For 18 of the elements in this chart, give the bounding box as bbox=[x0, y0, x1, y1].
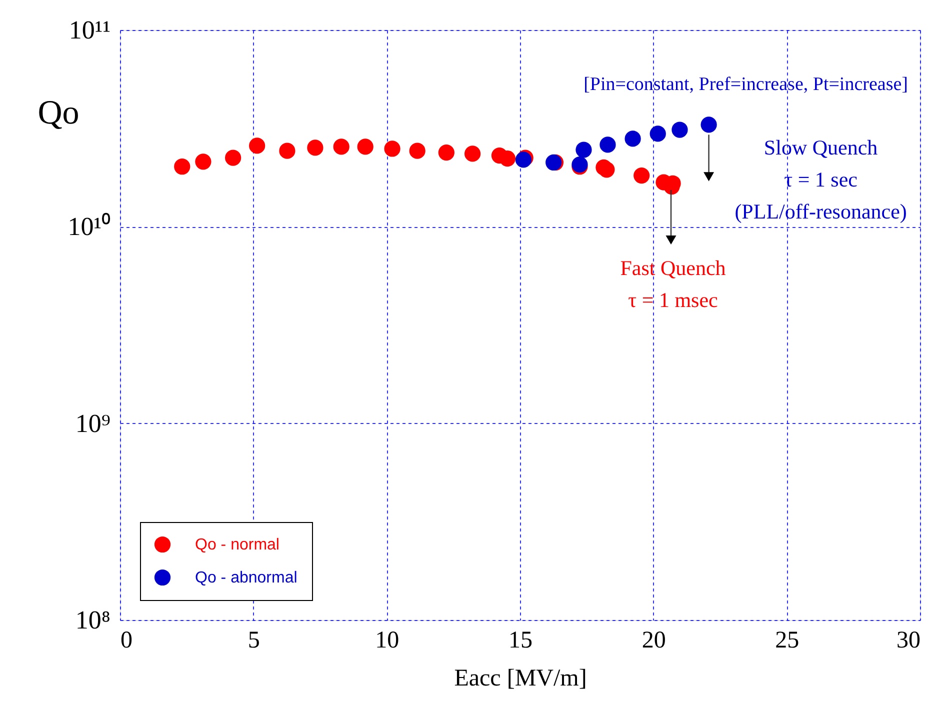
annotation: [Pin=constant, Pref=increase, Pt=increase] bbox=[584, 74, 908, 95]
y-tick-label: 10⁹ bbox=[75, 408, 110, 438]
y-tick-label: 10⁸ bbox=[75, 606, 110, 634]
legend-label: Qo - abnormal bbox=[195, 570, 298, 586]
x-tick-label: 5 bbox=[248, 628, 260, 654]
annotation: Fast Quench τ = 1 msec bbox=[620, 256, 726, 312]
x-tick-label: 0 bbox=[120, 628, 132, 654]
x-tick-label: 30 bbox=[896, 628, 920, 654]
x-tick-label: 10 bbox=[375, 628, 400, 654]
annotation: Slow Quench τ = 1 sec (PLL/off-resonance) bbox=[734, 136, 907, 224]
x-tick-label: 15 bbox=[508, 628, 532, 654]
y-tick-label: 10¹⁰ bbox=[68, 212, 110, 242]
legend-label: Qo - normal bbox=[195, 536, 280, 554]
x-tick-label: 25 bbox=[775, 628, 800, 654]
x-axis-title: Eacc [MV/m] bbox=[454, 666, 587, 692]
y-axis-title: Qo bbox=[38, 94, 80, 132]
x-tick-label: 20 bbox=[642, 628, 666, 654]
y-tick-label: 10¹¹ bbox=[68, 16, 110, 44]
